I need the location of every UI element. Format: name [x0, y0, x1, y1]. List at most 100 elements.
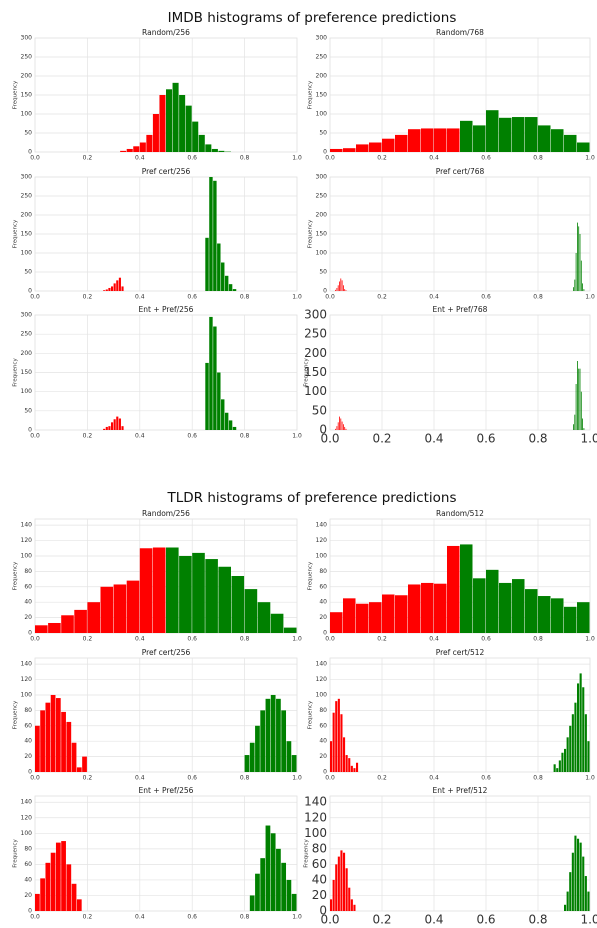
y-tick-label: 200	[316, 73, 328, 80]
histogram-bar	[343, 852, 346, 911]
y-tick-label: 60	[24, 583, 32, 590]
histogram-bar	[82, 756, 87, 772]
histogram-bar	[369, 602, 382, 633]
histogram-bar	[66, 864, 72, 911]
x-tick-label: 1.0	[292, 155, 302, 162]
histogram-bar	[578, 368, 580, 430]
chart-title: Pref cert/256	[142, 167, 191, 176]
histogram-bar	[566, 891, 569, 911]
histogram-bar	[260, 858, 266, 911]
histogram-bar	[159, 95, 166, 152]
histogram-bar	[573, 287, 574, 291]
section-title: TLDR histograms of preference prediction…	[167, 490, 457, 506]
x-tick-label: 1.0	[585, 155, 595, 162]
histogram-bar	[61, 711, 66, 772]
x-tick-label: 0.6	[481, 636, 491, 643]
x-tick-label: 0.6	[481, 294, 491, 301]
histogram-bar	[350, 899, 353, 911]
x-tick-label: 0.4	[135, 914, 145, 921]
histogram-bar	[460, 120, 473, 152]
histogram-bar	[348, 887, 351, 911]
x-tick-label: 0.4	[429, 775, 439, 782]
histogram-bar	[255, 725, 260, 772]
histogram-bar	[330, 741, 333, 772]
histogram-bar	[113, 419, 116, 430]
y-axis-label: Frequency	[308, 561, 314, 590]
y-tick-label: 100	[316, 250, 328, 257]
x-tick-label: 0.0	[30, 636, 40, 643]
histogram-bar	[340, 418, 342, 430]
histogram-bar	[538, 125, 551, 152]
histogram-bar	[50, 852, 56, 911]
y-tick-label: 300	[21, 312, 33, 319]
histogram-bar	[113, 283, 116, 291]
chart-title: Ent + Pref/512	[433, 786, 488, 795]
histogram-bar	[332, 879, 335, 911]
histogram-bar	[260, 710, 266, 772]
histogram-bar	[205, 237, 209, 291]
y-tick-label: 200	[304, 346, 327, 360]
histogram-bar	[574, 414, 576, 430]
histogram-bar	[228, 420, 233, 430]
histogram-bar	[276, 848, 281, 911]
histogram-bar	[103, 290, 106, 291]
x-tick-label: 0.0	[325, 775, 335, 782]
y-tick-label: 50	[319, 130, 327, 137]
y-axis-label: Frequency	[304, 358, 310, 387]
histogram-bar	[35, 725, 40, 772]
histogram-bar	[133, 146, 140, 152]
histogram-bar	[244, 589, 258, 633]
histogram-bar	[179, 555, 192, 633]
histogram-bar	[575, 253, 577, 291]
histogram-bar	[434, 128, 447, 152]
x-tick-label: 0.0	[325, 636, 335, 643]
histogram-bar	[281, 710, 287, 772]
y-tick-label: 300	[316, 35, 328, 42]
histogram-bar	[211, 148, 218, 152]
histogram-bar	[40, 878, 45, 911]
y-tick-label: 200	[316, 212, 328, 219]
histogram-bar	[45, 702, 51, 772]
histogram-bar	[265, 825, 271, 911]
y-tick-label: 250	[316, 193, 328, 200]
histogram-bar	[580, 391, 582, 430]
x-tick-label: 0.8	[533, 636, 543, 643]
plot-area	[329, 657, 591, 773]
histogram-bar	[538, 596, 551, 633]
y-tick-label: 100	[304, 384, 327, 398]
y-tick-label: 60	[24, 722, 32, 729]
histogram-bar	[499, 582, 512, 633]
histogram-bar	[583, 428, 585, 430]
x-tick-label: 0.6	[187, 775, 197, 782]
histogram-bar	[574, 702, 577, 772]
y-tick-label: 300	[304, 308, 327, 322]
histogram-bar	[582, 856, 585, 911]
y-tick-label: 40	[24, 599, 32, 606]
y-tick-label: 140	[304, 795, 327, 809]
histogram-bar	[369, 142, 382, 152]
histogram-bar	[395, 134, 408, 152]
histogram-bar	[265, 698, 271, 772]
histogram-bar	[343, 285, 344, 291]
x-tick-label: 1.0	[292, 775, 302, 782]
histogram-bar	[512, 117, 525, 152]
y-tick-label: 40	[312, 872, 327, 886]
x-tick-label: 0.8	[533, 775, 543, 782]
histogram-bar	[582, 283, 583, 291]
histogram-bar	[213, 326, 217, 430]
section-title: IMDB histograms of preference prediction…	[168, 10, 457, 26]
histogram-bar	[291, 755, 297, 772]
x-tick-label: 0.0	[30, 914, 40, 921]
histogram-bar	[192, 552, 205, 633]
histogram-bar	[116, 280, 119, 291]
histogram-bar	[205, 144, 212, 152]
histogram-bar	[382, 594, 395, 633]
plot-area	[329, 795, 591, 912]
x-tick-label: 0.8	[240, 636, 250, 643]
y-tick-label: 80	[319, 707, 327, 714]
histogram-bar	[286, 741, 292, 772]
y-tick-label: 150	[21, 369, 33, 376]
y-tick-label: 120	[304, 810, 327, 824]
histogram-bar	[486, 569, 499, 633]
